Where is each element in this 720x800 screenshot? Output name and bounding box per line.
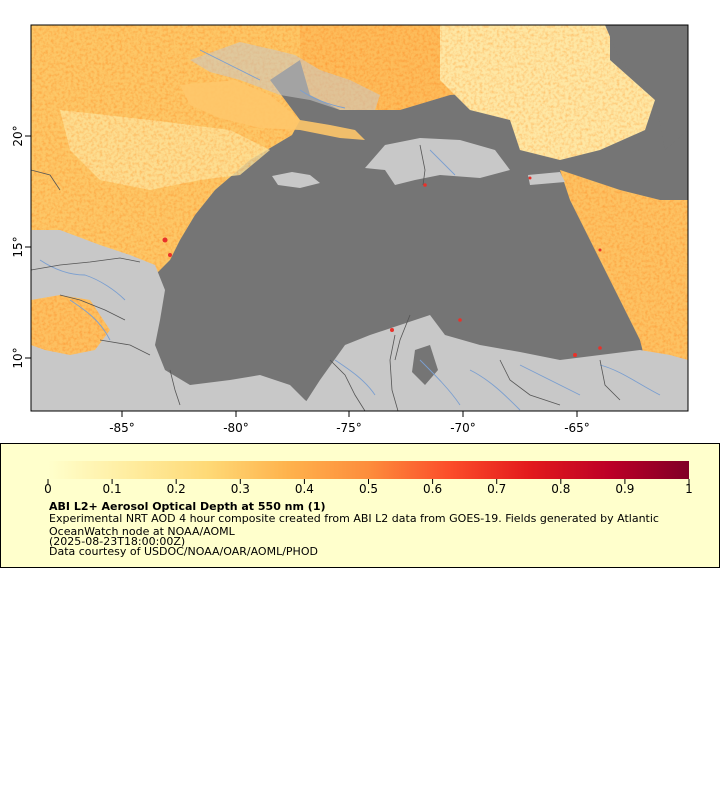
land-puerto-rico <box>528 172 565 185</box>
legend-description: Experimental NRT AOD 4 hour composite cr… <box>49 512 659 538</box>
colorbar-bar <box>48 461 689 479</box>
x-label-75: -75° <box>336 421 362 435</box>
map-svg: -85° -80° -75° -70° -65° 20° 15° 10° <box>11 24 689 435</box>
colorbar-tick-label: 0.3 <box>230 482 250 496</box>
y-label-10: 10° <box>11 347 25 368</box>
x-label-85: -85° <box>109 421 135 435</box>
colorbar-ticks <box>47 479 690 484</box>
x-label-80: -80° <box>223 421 249 435</box>
y-label-20: 20° <box>11 125 25 146</box>
aod-fringe-honduras <box>31 295 110 355</box>
rivers <box>39 49 661 411</box>
land-hispaniola <box>365 138 510 185</box>
x-axis-ticks <box>121 411 578 417</box>
colorbar-tick-label: 0.7 <box>487 482 507 496</box>
land-south-america <box>300 315 688 411</box>
legend-date: (2025-08-23T18:00:00Z) <box>49 535 186 548</box>
aod-field-northeast <box>440 25 655 160</box>
aod-hotspots <box>162 176 602 357</box>
colorbar-tick-label: 0.1 <box>102 482 122 496</box>
aod-map: -85° -80° -75° -70° -65° 20° 15° 10° <box>11 24 689 435</box>
x-label-65: -65° <box>564 421 590 435</box>
x-label-70: -70° <box>450 421 476 435</box>
colorbar-tick-label: 0.9 <box>615 482 635 496</box>
legend-panel: 0 0.1 0.2 0.3 0.4 0.5 0.6 0.7 0.8 0.9 1 ABI L2+ Ae… <box>0 443 720 568</box>
colorbar-tick-label: 0.6 <box>423 482 443 496</box>
y-axis-ticks <box>25 135 31 359</box>
colorbar-tick-label: 0.4 <box>294 482 314 496</box>
borders <box>31 144 621 411</box>
legend-credit: Data courtesy of USDOC/NOAA/OAR/AOML/PHO… <box>49 545 318 558</box>
land-jamaica <box>272 172 320 188</box>
land-cuba <box>190 42 380 110</box>
colorbar-tick-label: 0.8 <box>551 482 571 496</box>
colorbar-tick-label: 0 <box>44 482 52 496</box>
aod-field-west-light <box>60 110 270 190</box>
colorbar-tick-label: 1 <box>685 482 693 496</box>
land-cuba-region <box>180 80 365 140</box>
map-border <box>30 24 689 412</box>
colorbar-tick-label: 0.2 <box>166 482 186 496</box>
aod-field-east <box>560 170 688 411</box>
no-data-east <box>605 25 688 150</box>
land-central-america <box>31 230 320 411</box>
colorbar-tick-label: 0.5 <box>358 482 379 496</box>
legend-title: ABI L2+ Aerosol Optical Depth at 550 nm … <box>49 500 326 513</box>
colorbar <box>47 461 690 484</box>
y-label-15: 15° <box>11 236 25 257</box>
